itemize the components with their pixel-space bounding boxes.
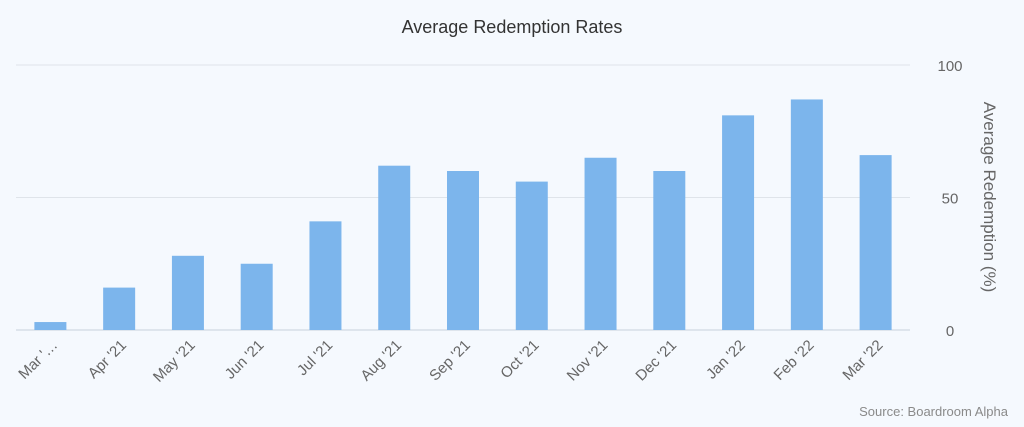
y-tick-label: 50 [942,191,959,208]
bar [309,221,342,330]
x-tick-label: Dec '21 [632,337,680,385]
bar [653,171,686,330]
bar [240,263,273,330]
y-axis-ticks: 0 50 100 [937,58,962,340]
x-tick-label: Feb '22 [771,337,818,384]
x-tick-label: Apr '21 [85,337,130,382]
source-credit: Source: Boardroom Alpha [859,404,1009,419]
bar [171,255,204,330]
y-tick-label: 0 [946,323,954,340]
bar [378,165,411,330]
bar [722,115,755,330]
bar [790,99,823,330]
x-tick-label: Jan '22 [703,337,749,383]
x-tick-label: Jul '21 [294,337,336,379]
bar [447,171,479,330]
bar [34,322,67,330]
x-tick-label: Jun '21 [222,337,268,383]
x-axis-ticks: Mar '… Apr '21 May '21 Jun '21 Jul '21 Aug '2… [15,337,886,386]
bar [103,287,136,330]
x-tick-label: Nov '21 [564,337,612,385]
chart-title: Average Redemption Rates [402,17,623,37]
bar [584,157,617,330]
x-tick-label: May '21 [150,337,199,386]
bars [34,99,892,330]
x-tick-label: Aug '21 [357,337,405,385]
x-tick-label: Mar '… [15,337,61,383]
x-tick-label: Sep '21 [426,337,474,385]
y-tick-label: 100 [937,58,962,75]
bar [515,181,548,330]
bar [859,155,892,330]
y-axis-label: Average Redemption (%) [980,102,999,293]
x-tick-label: Oct '21 [497,337,542,382]
x-tick-label: Mar '22 [839,337,886,384]
